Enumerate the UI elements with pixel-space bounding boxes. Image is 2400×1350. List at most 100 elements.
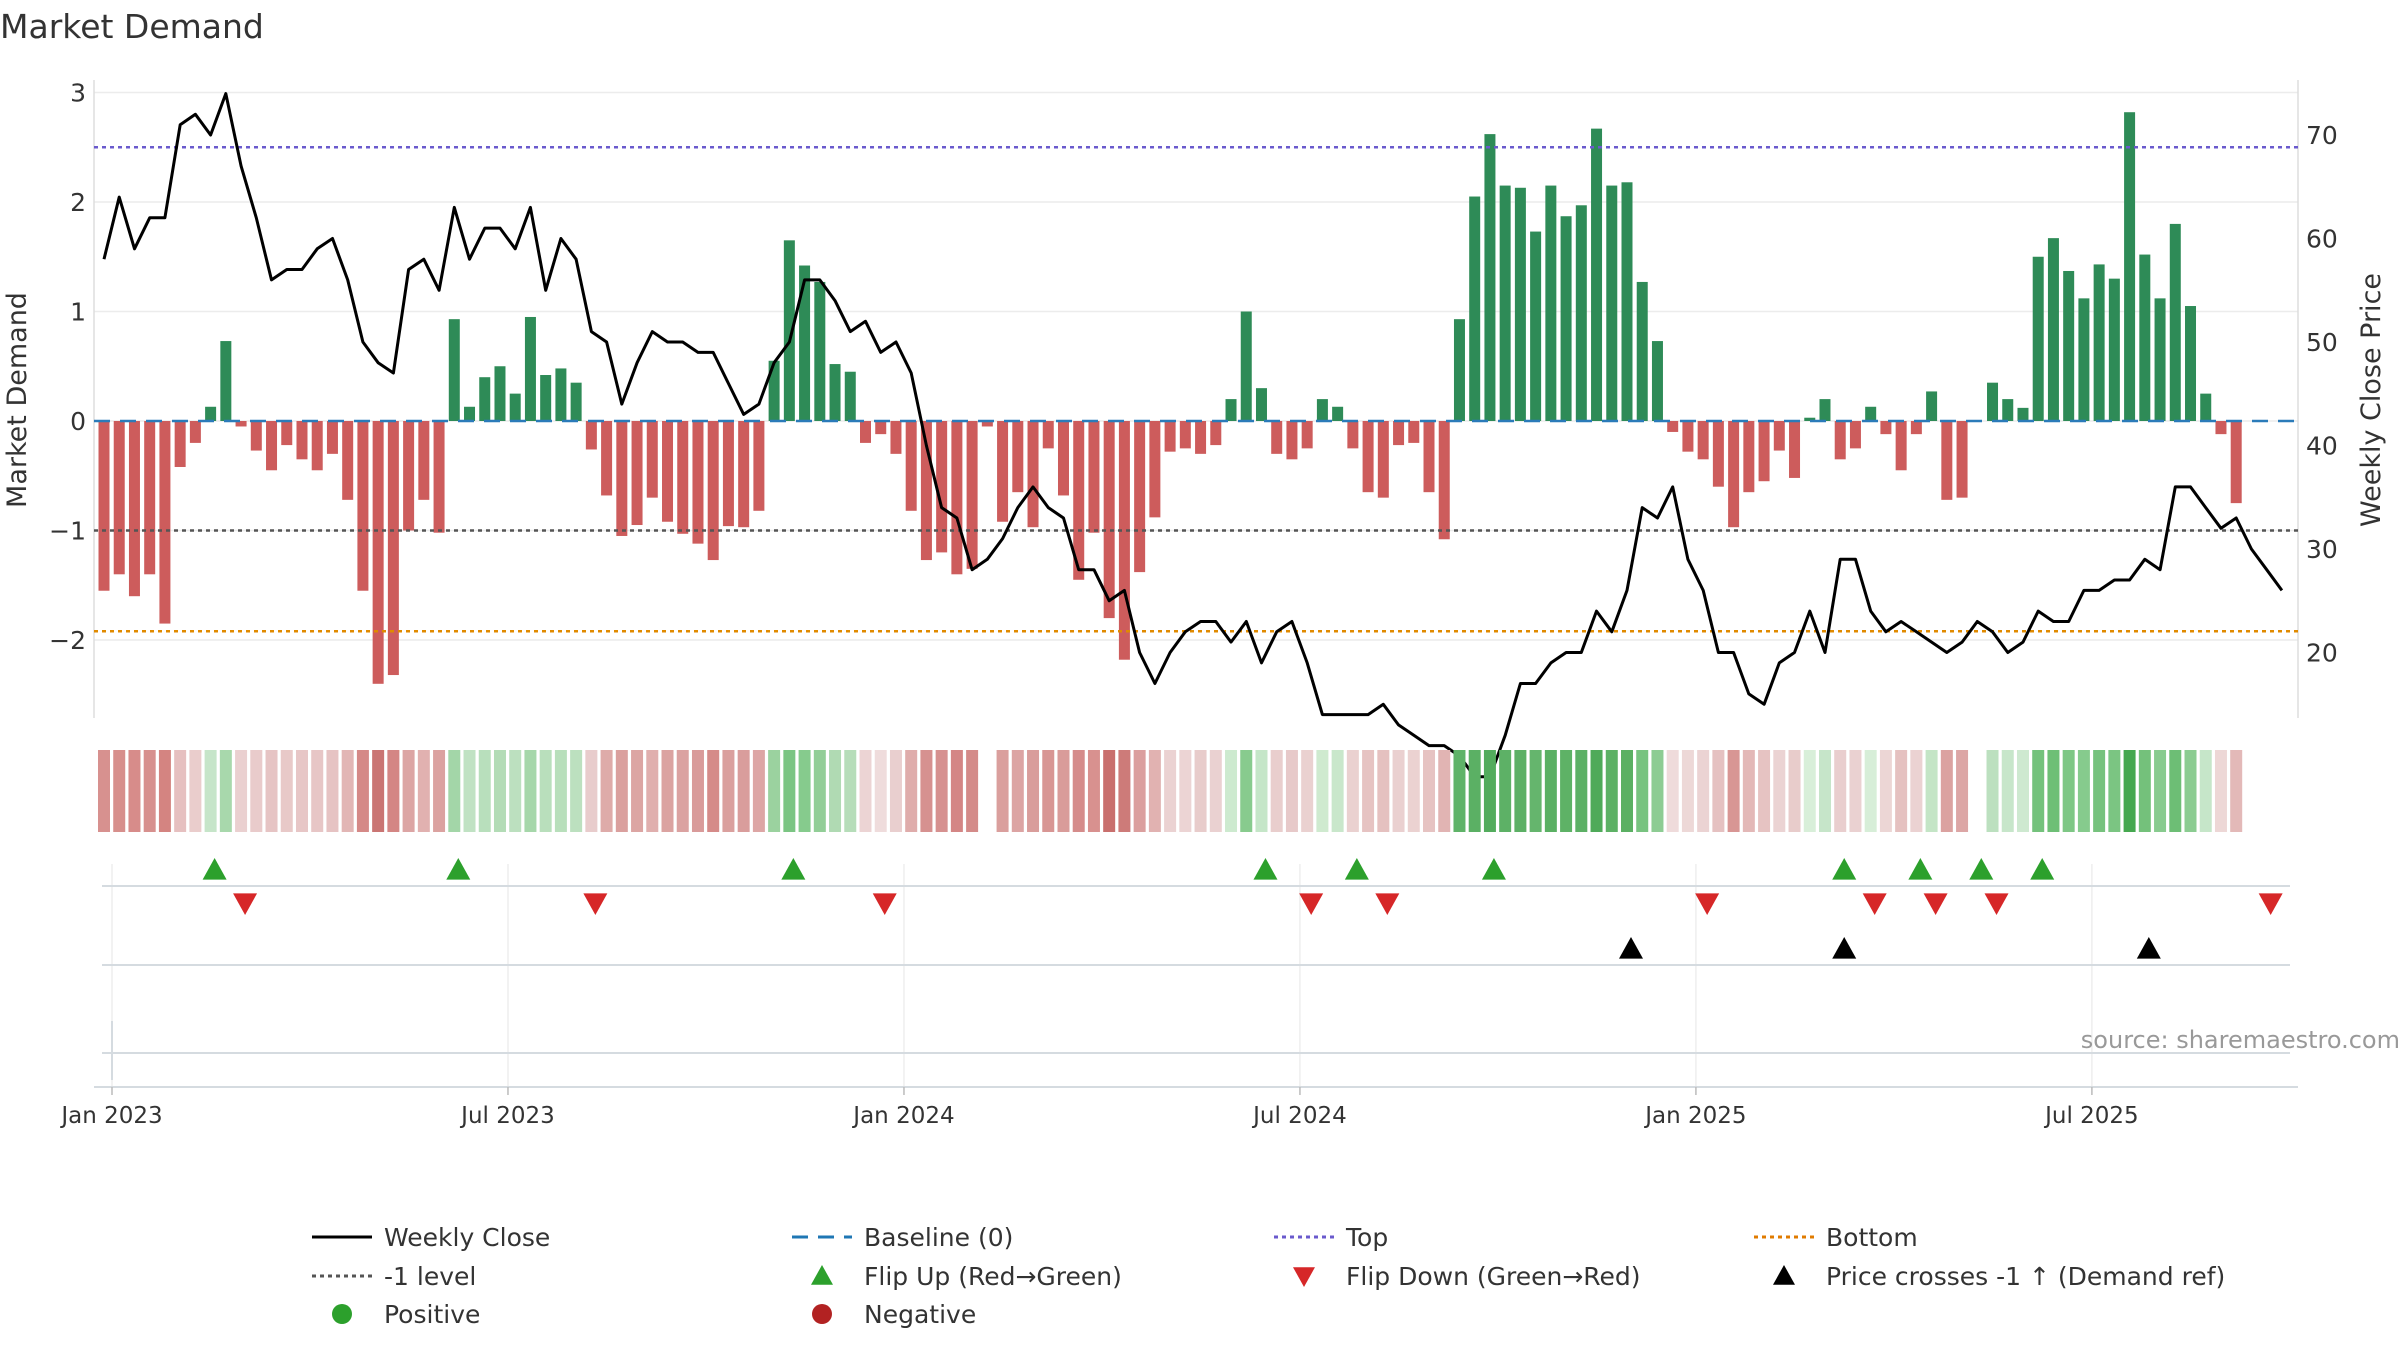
demand-bar [646, 421, 658, 498]
strip-cell [1362, 750, 1375, 832]
demand-bar [2139, 254, 2151, 421]
strip-cell [158, 750, 171, 832]
strip-cell [1164, 750, 1177, 832]
signal-vertical-gridlines [111, 864, 2093, 1087]
strip-cell [1956, 750, 1969, 832]
demand-bars [98, 112, 2242, 684]
strip-cell [2001, 750, 2014, 832]
demand-bar [829, 364, 841, 421]
strip-cell [585, 750, 598, 832]
demand-bar [1301, 421, 1313, 449]
strip-cell [874, 750, 887, 832]
strip-cell [1194, 750, 1207, 832]
strip-cell [2184, 750, 2197, 832]
demand-bar [1910, 421, 1922, 435]
gridlines [94, 91, 2298, 641]
legend-label: Baseline (0) [864, 1223, 1013, 1252]
signal-markers [202, 858, 2283, 959]
demand-bar [1057, 421, 1069, 496]
demand-bar [1987, 382, 1999, 421]
demand-bar [250, 421, 262, 451]
demand-bar [235, 421, 247, 427]
demand-bar [920, 421, 932, 561]
demand-bar [1880, 421, 1892, 435]
strip-cell [2138, 750, 2151, 832]
demand-bar [2200, 393, 2212, 421]
strip-cell [2199, 750, 2212, 832]
strip-cell [433, 750, 446, 832]
demand-bar [1499, 185, 1511, 421]
strip-cell [1057, 750, 1070, 832]
demand-bar [189, 421, 201, 443]
strip-cell [1027, 750, 1040, 832]
legend-label: Weekly Close [384, 1223, 550, 1252]
legend-label: Price crosses -1 ↑ (Demand ref) [1826, 1262, 2225, 1291]
strip-cell [1834, 750, 1847, 832]
demand-bar [113, 421, 125, 575]
demand-bar [1575, 205, 1587, 421]
demand-bar [205, 406, 217, 421]
demand-bar [1682, 421, 1694, 452]
demand-bar [433, 421, 445, 533]
demand-bar [1591, 128, 1603, 421]
legend-label: Flip Down (Green→Red) [1346, 1262, 1641, 1291]
strip-cell [1940, 750, 1953, 832]
flip-up-marker [1344, 858, 1369, 880]
right-tick-label: 60 [2306, 225, 2338, 254]
legend-label: Flip Up (Red→Green) [864, 1262, 1122, 1291]
strip-cell [1377, 750, 1390, 832]
demand-bar [1225, 399, 1237, 421]
demand-bar [387, 421, 399, 676]
strip-cell [752, 750, 765, 832]
demand-bar [875, 421, 887, 435]
demand-bar [966, 421, 978, 569]
strip-cell [2230, 750, 2243, 832]
left-tick-label: 2 [70, 188, 86, 217]
demand-bar [1408, 421, 1420, 443]
strip-cell [204, 750, 217, 832]
demand-bar [479, 377, 491, 421]
demand-bar [2063, 270, 2075, 421]
strip-cell [98, 750, 110, 832]
demand-bar [936, 421, 948, 553]
right-tick-label: 40 [2306, 432, 2338, 461]
strip-cell [1011, 750, 1024, 832]
demand-bar [951, 421, 963, 575]
strip-cell [600, 750, 613, 832]
legend-swatch [1773, 1265, 1795, 1285]
strip-cell [2032, 750, 2045, 832]
demand-bar [844, 371, 856, 421]
strip-cell [1103, 750, 1116, 832]
demand-bar [1286, 421, 1298, 460]
strip-cell [113, 750, 126, 832]
source-credit: source: sharemaestro.com [2081, 1026, 2400, 1054]
strip-cell [174, 750, 187, 832]
strip-cell [554, 750, 567, 832]
flip-up-marker [1481, 858, 1506, 880]
strip-cell [1742, 750, 1755, 832]
strip-cell [889, 750, 902, 832]
strip-cell [1560, 750, 1573, 832]
flip-up-marker [781, 858, 806, 880]
strip-cell [1346, 750, 1359, 832]
demand-bar [1545, 185, 1557, 421]
flip-down-marker [1375, 893, 1400, 915]
demand-bar [403, 421, 415, 531]
demand-bar [540, 375, 552, 421]
strip-cell [1483, 750, 1496, 832]
demand-bar [860, 421, 871, 443]
flip-up-marker [1253, 858, 1278, 880]
demand-bar [1514, 187, 1526, 421]
demand-bar [1621, 182, 1633, 421]
demand-bar [2124, 112, 2136, 422]
strip-cell [143, 750, 156, 832]
strip-cell [1407, 750, 1420, 832]
demand-bar [1728, 421, 1740, 528]
demand-bar [494, 366, 506, 421]
strip-cell [1910, 750, 1923, 832]
demand-bar [1697, 421, 1709, 460]
strip-cell [691, 750, 704, 832]
strip-cell [829, 750, 842, 832]
strip-cell [402, 750, 415, 832]
